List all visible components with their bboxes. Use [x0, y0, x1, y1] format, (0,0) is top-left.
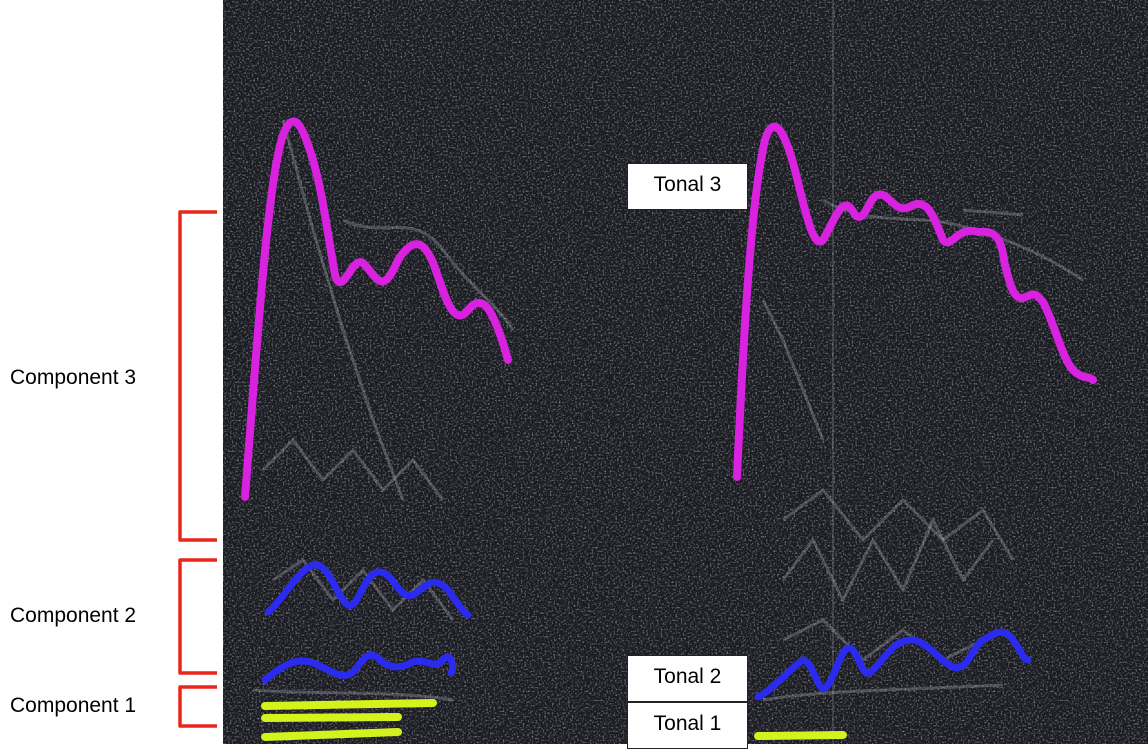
tonal-1-trace-b — [261, 713, 402, 722]
tonal-2-trace-lower — [261, 651, 457, 684]
spectrogram-canvas — [223, 0, 1148, 744]
component-2-label: Component 2 — [10, 604, 137, 627]
component-3-label: Component 3 — [10, 366, 137, 389]
tonal-3-label: Tonal 3 — [627, 163, 748, 210]
tonal-2-trace-right — [754, 628, 1032, 701]
component-1-label: Component 1 — [10, 694, 137, 717]
tonal-1-trace-d — [754, 731, 847, 740]
tonal-2-traces — [261, 561, 1032, 701]
tonal-1-label: Tonal 1 — [627, 702, 748, 749]
tonal-1-traces — [261, 699, 847, 741]
tonal-2-trace-upper — [264, 561, 472, 619]
tonal-3-trace-left — [241, 117, 512, 501]
bracket-component-3 — [178, 210, 217, 542]
bracket-component-1 — [178, 685, 217, 728]
tonal-1-trace-a — [261, 699, 437, 710]
tonal-1-trace-c — [261, 728, 402, 741]
tonal-3-trace-right — [733, 122, 1097, 481]
component-brackets — [178, 210, 217, 728]
tonal-3-traces — [241, 117, 1097, 501]
spectrogram-image — [223, 0, 1148, 744]
bracket-component-2 — [178, 558, 217, 675]
tonal-2-label: Tonal 2 — [627, 655, 748, 702]
